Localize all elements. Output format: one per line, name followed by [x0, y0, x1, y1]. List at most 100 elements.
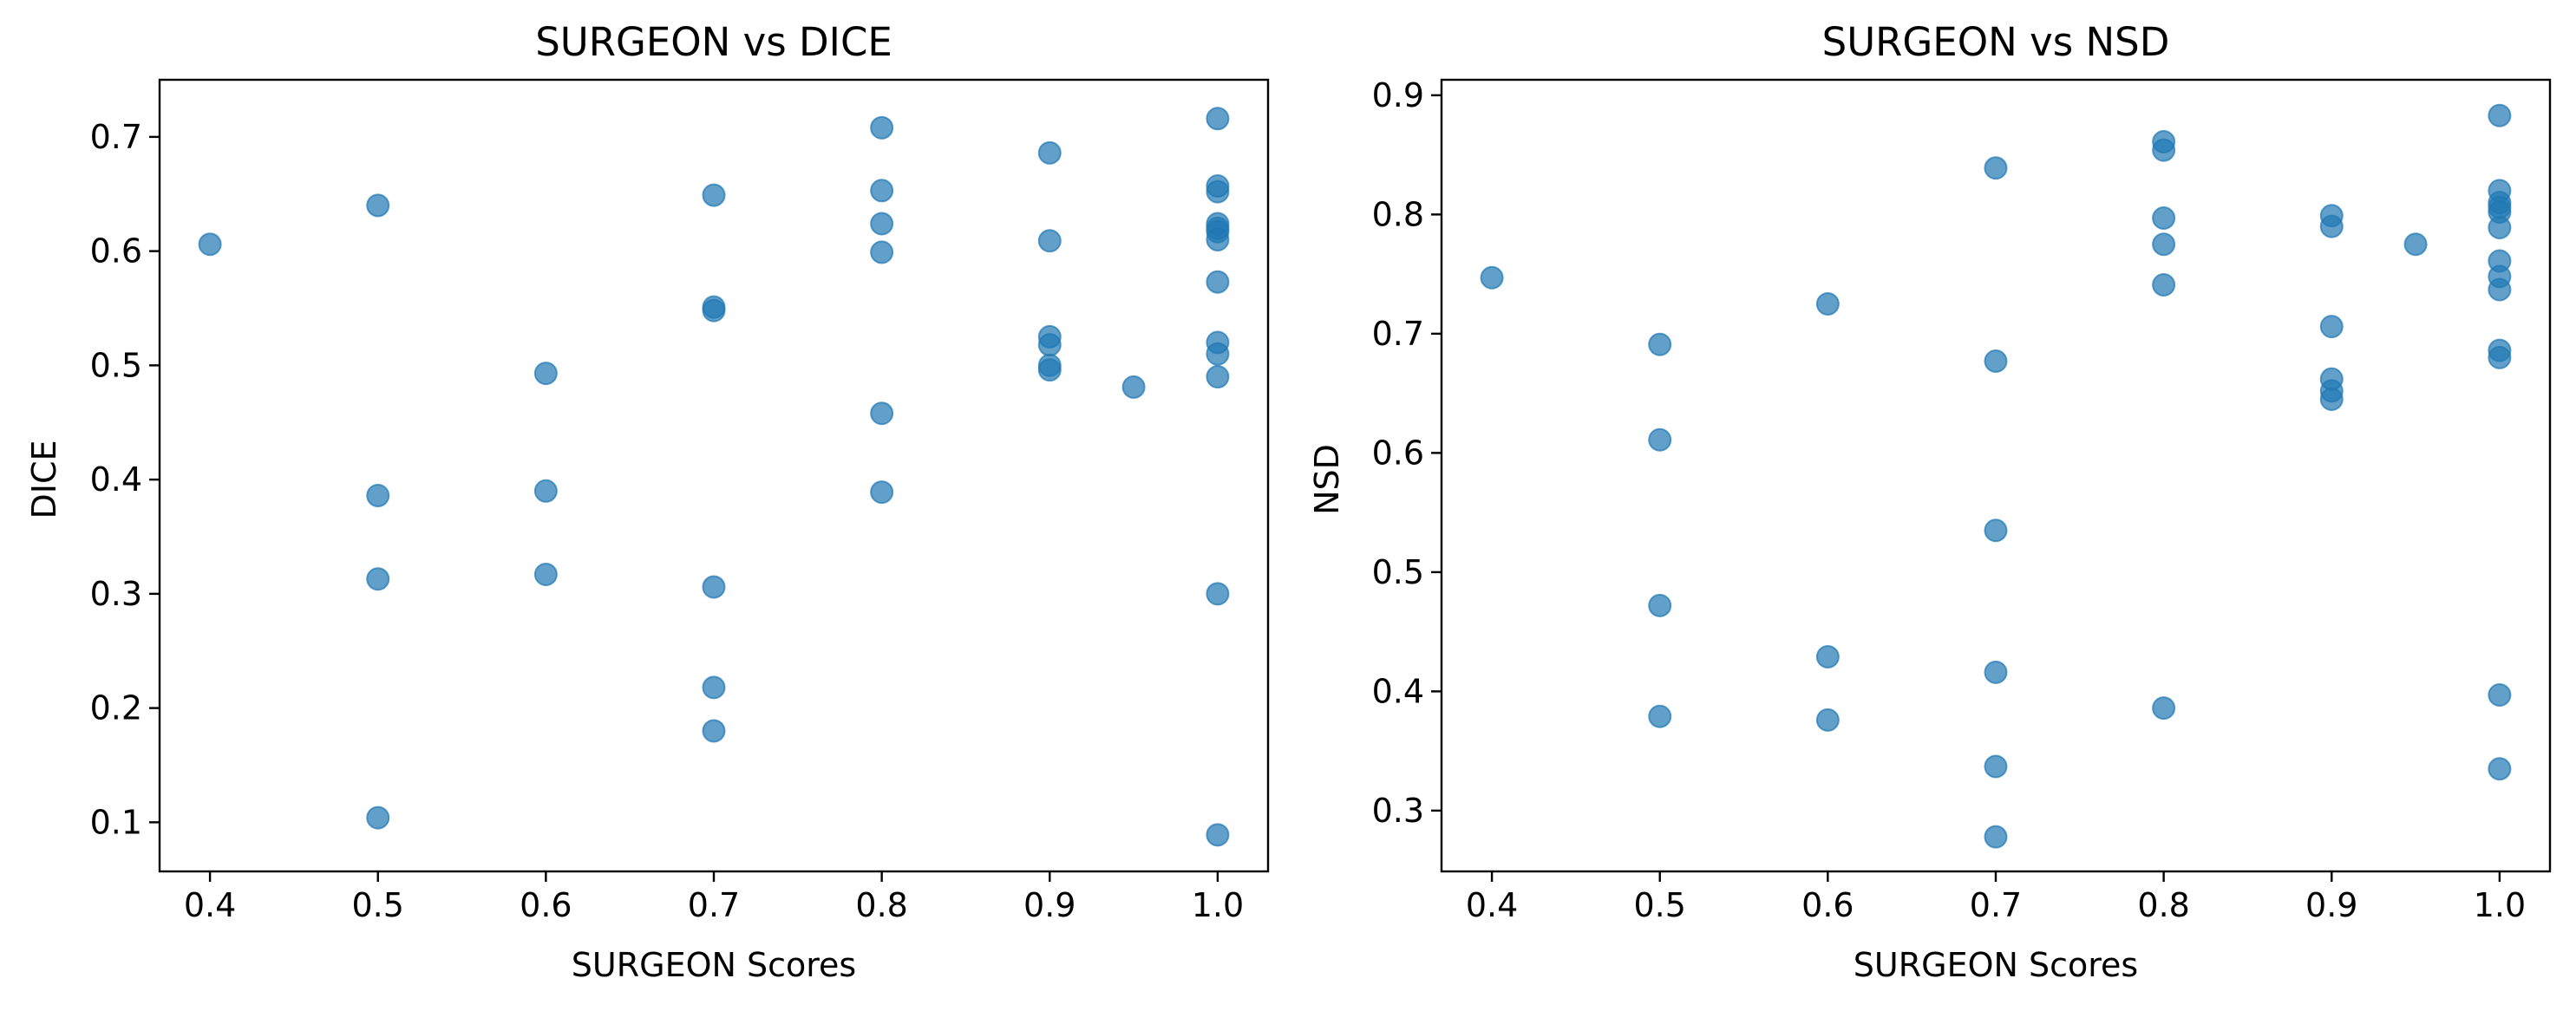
- nsd-y-tick-label: 0.3: [1372, 792, 1424, 830]
- nsd-data-point: [2488, 757, 2512, 781]
- nsd-y-axis-label: NSD: [1308, 444, 1346, 515]
- dice-data-point: [1206, 823, 1230, 847]
- nsd-x-tick-label: 0.9: [2305, 886, 2357, 924]
- nsd-data-point: [1648, 704, 1672, 728]
- dice-data-point: [366, 484, 390, 508]
- dice-data-point: [1206, 107, 1230, 131]
- dice-data-point: [702, 298, 726, 323]
- nsd-data-point: [2152, 206, 2176, 230]
- nsd-data-point: [1815, 292, 1840, 316]
- nsd-x-axis-label: SURGEON Scores: [1854, 946, 2138, 984]
- nsd-data-point: [1648, 593, 1672, 617]
- dice-data-point: [870, 212, 894, 236]
- dice-data-point: [870, 480, 894, 505]
- dice-data-point: [870, 179, 894, 203]
- nsd-y-tick-label: 0.5: [1372, 553, 1424, 591]
- dice-y-tick-label: 0.1: [90, 803, 142, 841]
- dice-data-point: [366, 806, 390, 830]
- nsd-data-point: [2488, 683, 2512, 707]
- nsd-data-point: [1815, 645, 1840, 669]
- nsd-x-tick-label: 0.8: [2137, 886, 2189, 924]
- dice-data-point: [1206, 179, 1230, 204]
- dice-x-tick-label: 0.8: [855, 886, 907, 924]
- nsd-y-tick-label: 0.8: [1372, 195, 1424, 233]
- nsd-y-tick-label: 0.7: [1372, 315, 1424, 353]
- dice-data-point: [1206, 270, 1230, 294]
- nsd-data-point: [2319, 315, 2344, 339]
- nsd-data-point: [1984, 660, 2008, 684]
- nsd-plot-frame: [1440, 78, 2552, 873]
- dice-x-tick-label: 0.5: [352, 886, 404, 924]
- nsd-data-point: [2488, 277, 2512, 302]
- nsd-data-point: [1984, 156, 2008, 180]
- dice-data-point: [533, 362, 558, 386]
- nsd-chart-title: SURGEON vs NSD: [1822, 19, 2170, 65]
- dice-data-point: [1206, 365, 1230, 389]
- nsd-data-point: [2319, 388, 2344, 411]
- dice-x-tick-label: 0.4: [184, 886, 236, 924]
- nsd-x-tick-label: 0.4: [1466, 886, 1518, 924]
- dice-y-tick-label: 0.4: [90, 460, 142, 499]
- nsd-data-point: [1480, 265, 1504, 290]
- nsd-data-point: [2488, 103, 2512, 127]
- nsd-data-point: [2403, 232, 2428, 257]
- nsd-data-point: [2152, 273, 2176, 297]
- dice-y-ticks: 0.1 0.2 0.3 0.4 0.5 0.6 0.7: [90, 118, 160, 841]
- dice-x-axis-label: SURGEON Scores: [572, 946, 856, 984]
- nsd-data-point: [1984, 519, 2008, 543]
- dice-x-tick-label: 1.0: [1192, 886, 1244, 924]
- dice-y-axis-label: DICE: [25, 440, 63, 519]
- nsd-data-point: [1984, 754, 2008, 779]
- nsd-data-point: [1984, 349, 2008, 373]
- nsd-chart: SURGEON vs NSD 0.4 0.5 0.6 0.7 0.8 0.9 1.0 0.3…: [1308, 19, 2552, 984]
- nsd-y-tick-label: 0.4: [1372, 672, 1424, 710]
- dice-data-point: [198, 232, 222, 257]
- dice-data-point: [1206, 227, 1230, 251]
- nsd-x-tick-label: 0.5: [1634, 886, 1686, 924]
- dice-data-point: [870, 240, 894, 264]
- nsd-data-point: [2152, 232, 2176, 257]
- dice-chart-title: SURGEON vs DICE: [535, 19, 892, 65]
- dice-data-point: [366, 567, 390, 591]
- nsd-data-point: [2152, 138, 2176, 162]
- nsd-x-tick-label: 0.6: [1801, 886, 1854, 924]
- dice-data-point: [702, 719, 726, 743]
- dice-data-point: [366, 193, 390, 218]
- dice-x-ticks: 0.4 0.5 0.6 0.7 0.8 0.9 1.0: [184, 871, 1244, 924]
- nsd-data-point: [2488, 345, 2512, 369]
- dice-y-tick-label: 0.7: [90, 118, 142, 156]
- dice-data-point: [870, 115, 894, 140]
- dice-chart: SURGEON vs DICE 0.4 0.5 0.6 0.7 0.8 0.9 1.0 0.…: [25, 19, 1270, 984]
- dice-data-point: [870, 401, 894, 426]
- dice-x-tick-label: 0.9: [1023, 886, 1076, 924]
- nsd-y-ticks: 0.3 0.4 0.5 0.6 0.7 0.8 0.9: [1372, 76, 1442, 830]
- dice-data-point: [1037, 229, 1062, 253]
- dice-data-point: [1121, 375, 1146, 399]
- dice-data-point: [1206, 582, 1230, 606]
- nsd-x-ticks: 0.4 0.5 0.6 0.7 0.8 0.9 1.0: [1466, 871, 2526, 924]
- nsd-data-point: [2319, 214, 2344, 238]
- dice-data-point: [1037, 333, 1062, 357]
- nsd-points: [1480, 103, 2512, 849]
- nsd-x-tick-label: 1.0: [2474, 886, 2526, 924]
- nsd-data-point: [1648, 332, 1672, 356]
- dice-data-point: [533, 479, 558, 503]
- dice-data-point: [702, 575, 726, 599]
- dice-data-point: [1206, 342, 1230, 366]
- nsd-data-point: [1984, 825, 2008, 849]
- dice-x-tick-label: 0.7: [688, 886, 740, 924]
- dice-data-point: [533, 562, 558, 586]
- nsd-data-point: [1648, 427, 1672, 452]
- dice-y-tick-label: 0.5: [90, 346, 142, 384]
- dice-x-tick-label: 0.6: [520, 886, 572, 924]
- dice-data-point: [702, 183, 726, 207]
- nsd-data-point: [2488, 216, 2512, 239]
- dice-data-point: [702, 675, 726, 700]
- dice-y-tick-label: 0.3: [90, 575, 142, 613]
- dice-y-tick-label: 0.2: [90, 689, 142, 727]
- nsd-x-tick-label: 0.7: [1970, 886, 2022, 924]
- dice-data-point: [1037, 140, 1062, 165]
- dice-data-point: [1037, 358, 1062, 382]
- nsd-y-tick-label: 0.6: [1372, 434, 1424, 472]
